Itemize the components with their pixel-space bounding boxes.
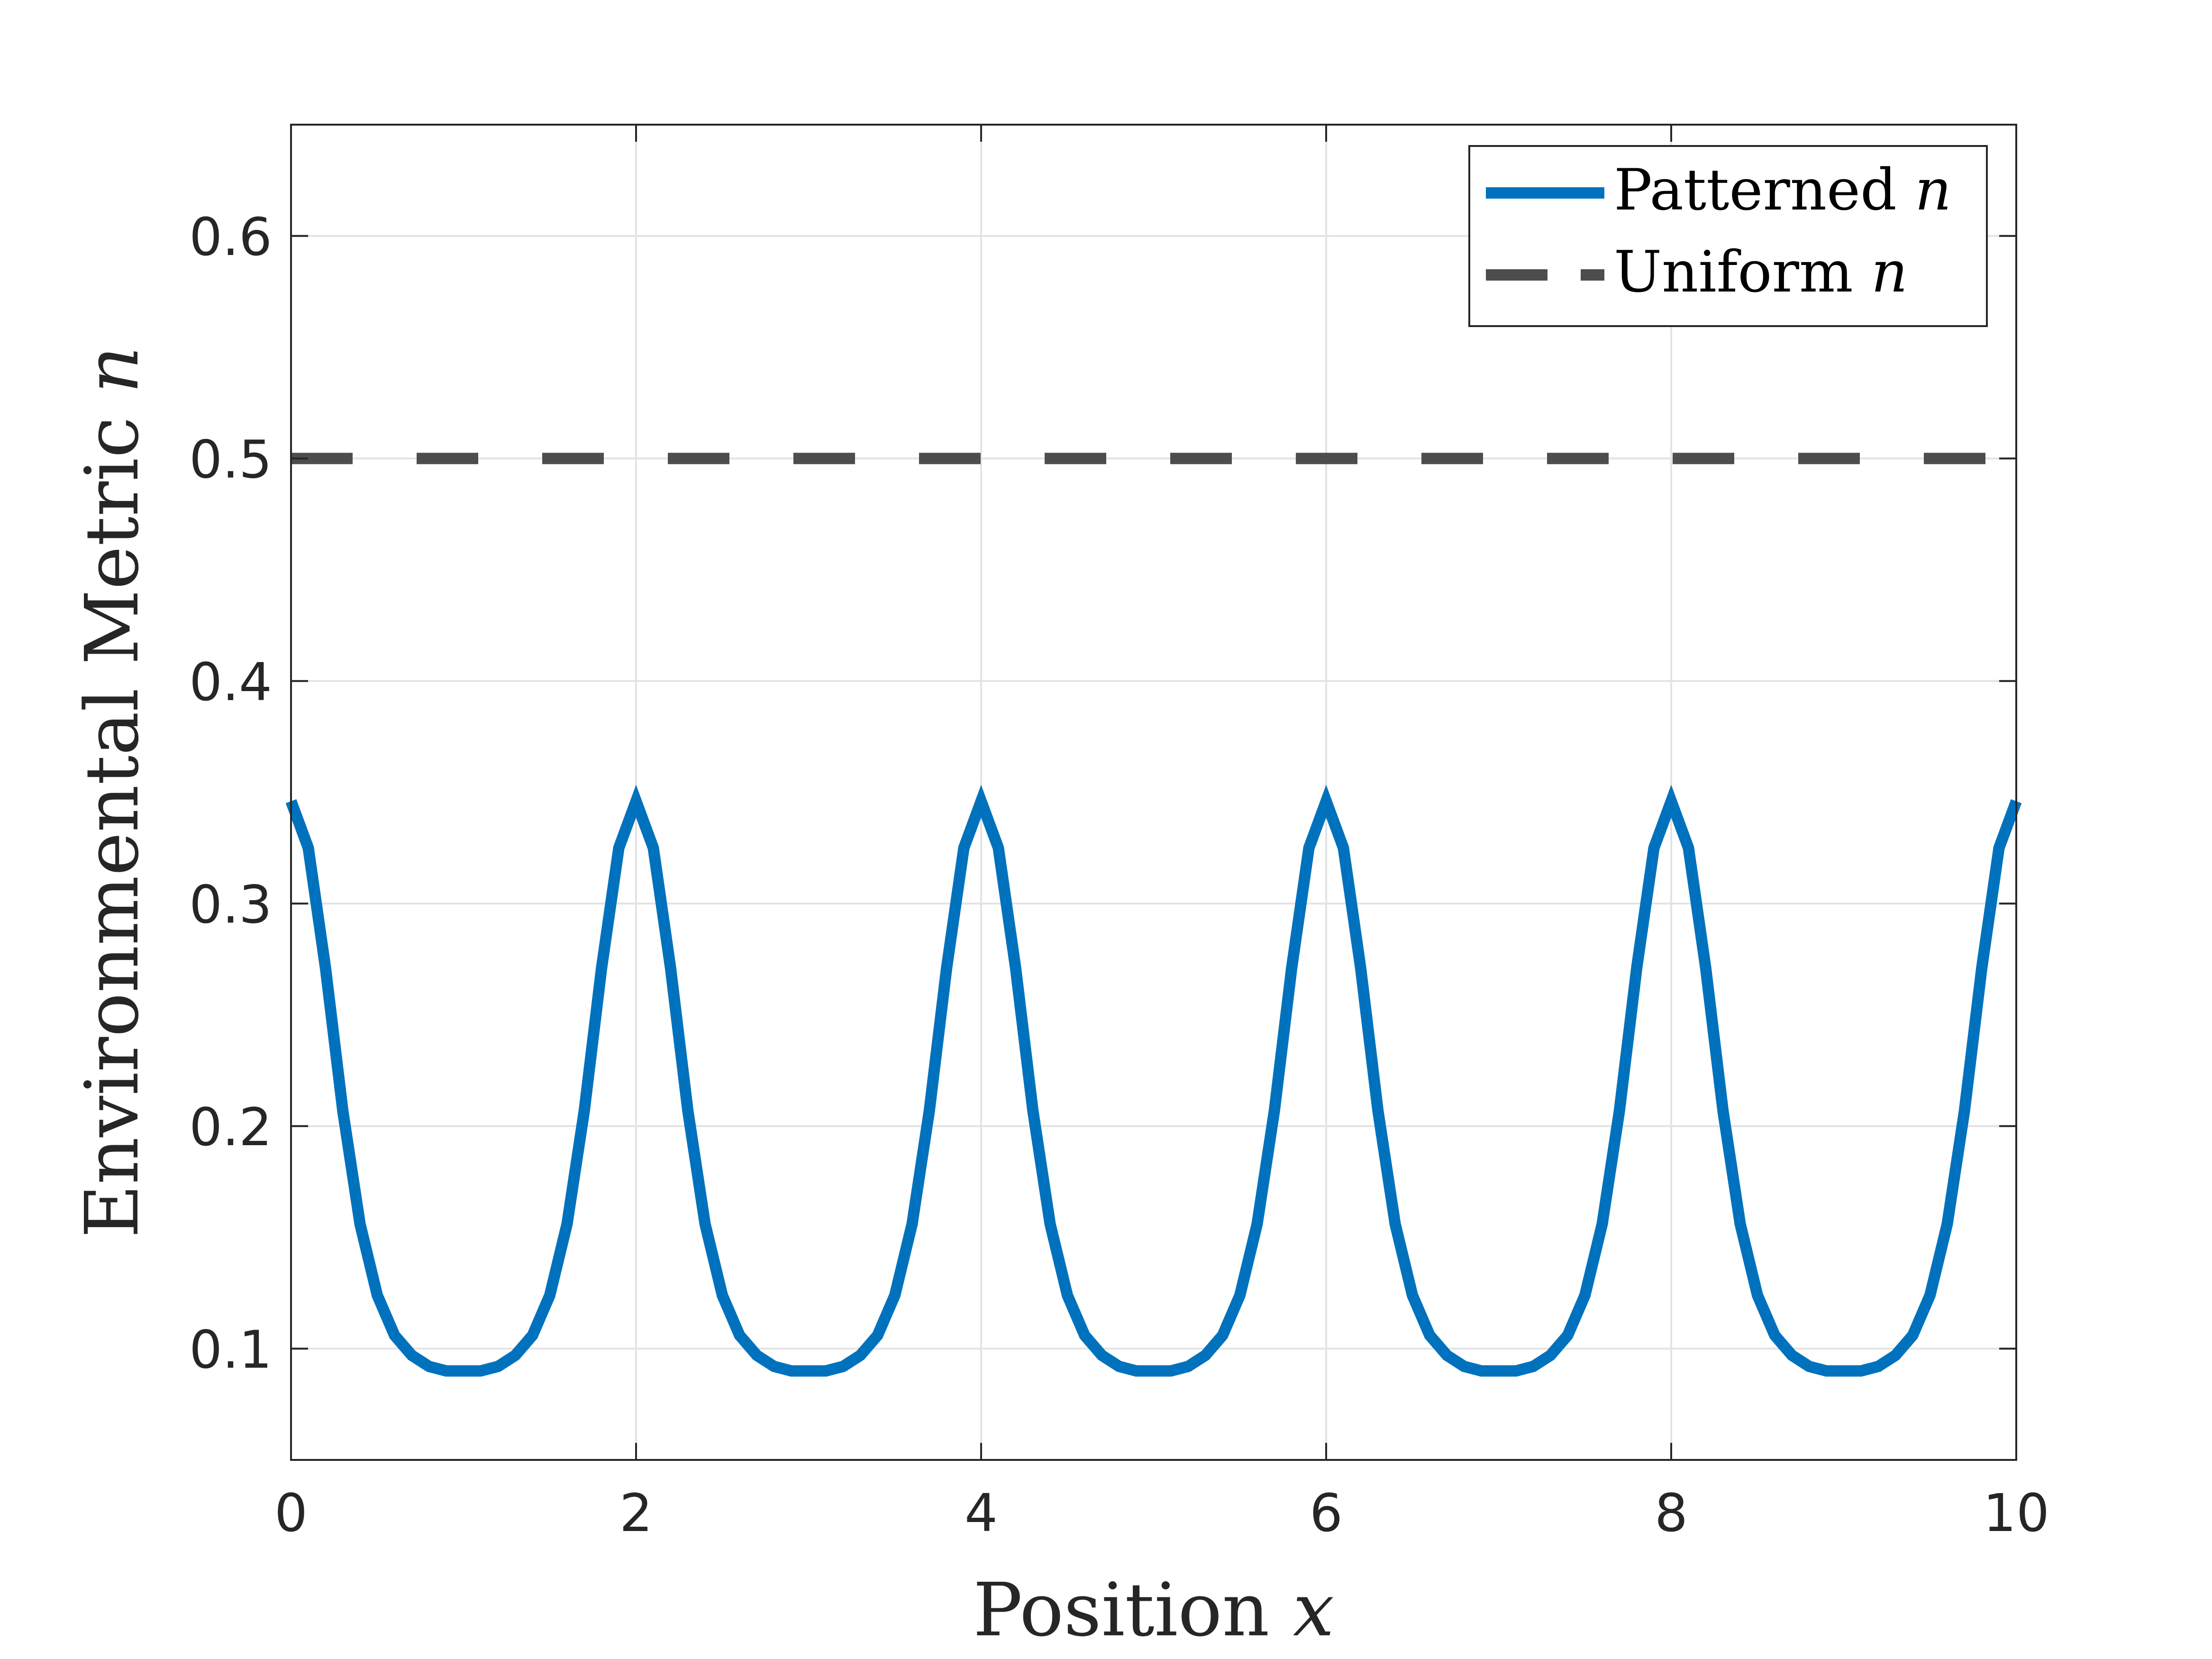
x-tick-label-5: 10	[1983, 1483, 2049, 1543]
y-axis-title: Environmental Metric n	[69, 346, 155, 1238]
x-axis-title: Position x	[973, 1567, 1334, 1653]
y-tick-label-1: 0.2	[189, 1097, 272, 1158]
x-tick-label-2: 4	[965, 1483, 998, 1543]
y-tick-label-3: 0.4	[189, 652, 272, 712]
y-tick-label-2: 0.3	[189, 874, 272, 935]
y-tick-label-4: 0.5	[189, 429, 272, 490]
plot-area	[291, 125, 2016, 1460]
y-tick-label-5: 0.6	[189, 207, 272, 267]
x-tick-label-4: 8	[1655, 1483, 1688, 1543]
x-tick-label-0: 0	[274, 1483, 308, 1543]
x-tick-label-1: 2	[619, 1483, 653, 1543]
series-layer	[285, 453, 2022, 1377]
legend-label-patterned: Patterned n	[1614, 157, 1951, 223]
y-tick-label-0: 0.1	[189, 1319, 272, 1380]
x-tick-label-3: 6	[1310, 1483, 1343, 1543]
legend-box	[1468, 145, 1988, 327]
legend: Patterned n Uniform n	[1468, 145, 1988, 327]
legend-label-uniform: Uniform n	[1614, 239, 1908, 305]
series-line-patterned	[285, 784, 2022, 1377]
ticks: 0 2 4 6 8 10 0.1 0.2 0.3 0.4 0.5 0.6	[189, 125, 2049, 1543]
axes-box	[290, 124, 2017, 1461]
